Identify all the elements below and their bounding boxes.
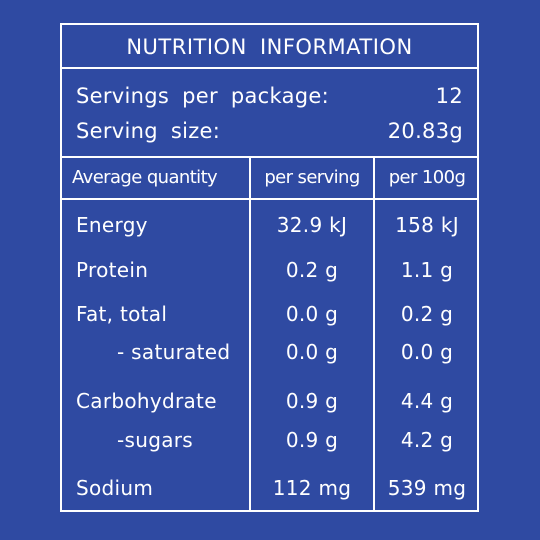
table-row: Fat, total 0.0 g 0.2 g xyxy=(62,297,477,331)
table-row: Energy 32.9 kJ 158 kJ xyxy=(62,208,477,242)
row-per-100g: 4.4 g xyxy=(400,389,454,413)
row-per-serving: 112 mg xyxy=(272,476,352,500)
header-average-quantity: Average quantity xyxy=(72,167,218,188)
divider xyxy=(62,198,477,200)
row-label: Energy xyxy=(76,213,148,237)
row-per-100g: 0.0 g xyxy=(400,340,454,364)
serving-size-value: 20.83g xyxy=(387,119,463,143)
row-per-100g: 158 kJ xyxy=(395,213,459,237)
nutrition-panel: NUTRITION INFORMATION Servings per packa… xyxy=(60,23,479,512)
row-label: Sodium xyxy=(76,476,154,500)
row-per-100g: 1.1 g xyxy=(400,258,454,282)
row-per-serving: 0.0 g xyxy=(285,340,339,364)
table-row: Sodium 112 mg 539 mg xyxy=(62,471,477,505)
table-row: -sugars 0.9 g 4.2 g xyxy=(62,423,477,457)
servings-per-package-row: Servings per package: 12 xyxy=(76,81,463,111)
row-label: Fat, total xyxy=(76,302,168,326)
row-per-serving: 0.2 g xyxy=(285,258,339,282)
row-per-100g: 539 mg xyxy=(387,476,467,500)
column-divider xyxy=(373,156,375,510)
row-per-serving: 0.0 g xyxy=(285,302,339,326)
servings-per-package-value: 12 xyxy=(435,84,463,108)
table-row: Carbohydrate 0.9 g 4.4 g xyxy=(62,384,477,418)
panel-title: NUTRITION INFORMATION xyxy=(62,25,477,69)
header-per-100g: per 100g xyxy=(388,167,466,188)
row-per-serving: 0.9 g xyxy=(285,389,339,413)
servings-per-package-label: Servings per package: xyxy=(76,84,329,108)
column-header-row: Average quantity per serving per 100g xyxy=(62,158,477,198)
table-row: Protein 0.2 g 1.1 g xyxy=(62,253,477,287)
row-per-100g: 0.2 g xyxy=(400,302,454,326)
row-per-serving: 0.9 g xyxy=(285,428,339,452)
table-row: - saturated 0.0 g 0.0 g xyxy=(62,335,477,369)
column-divider xyxy=(249,156,251,510)
row-label: Protein xyxy=(76,258,149,282)
row-per-100g: 4.2 g xyxy=(400,428,454,452)
row-label: Carbohydrate xyxy=(76,389,217,413)
header-per-serving: per serving xyxy=(264,167,360,188)
row-per-serving: 32.9 kJ xyxy=(276,213,348,237)
row-label: - saturated xyxy=(117,340,231,364)
serving-size-row: Serving size: 20.83g xyxy=(76,116,463,146)
divider xyxy=(62,156,477,158)
row-label: -sugars xyxy=(117,428,194,452)
serving-size-label: Serving size: xyxy=(76,119,221,143)
